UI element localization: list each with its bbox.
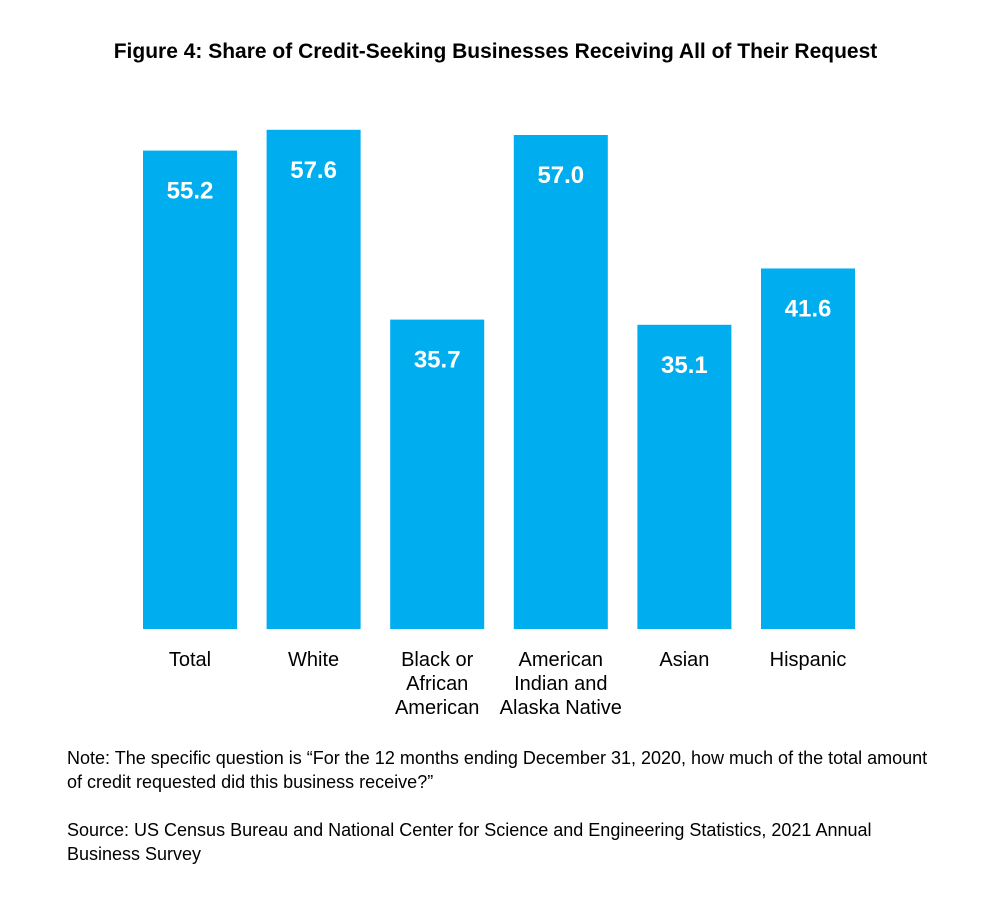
category-label-2-1: African — [406, 673, 468, 695]
bar-2 — [390, 319, 485, 629]
category-label-2-0: Black or — [401, 649, 474, 671]
category-label-4-0: Asian — [659, 649, 709, 671]
bar-1 — [266, 129, 361, 630]
data-label-2: 35.7 — [414, 347, 461, 374]
bar-5 — [761, 268, 855, 629]
source-text: Source: US Census Bureau and National Ce… — [67, 820, 872, 864]
data-label-5: 41.6 — [785, 295, 832, 322]
note-text: Note: The specific question is “For the … — [67, 748, 928, 792]
category-label-3-0: American — [519, 649, 603, 671]
data-label-4: 35.1 — [661, 352, 708, 379]
category-label-0-0: Total — [169, 649, 211, 671]
data-label-0: 55.2 — [167, 178, 214, 205]
category-label-5-0: Hispanic — [770, 649, 847, 671]
bar-0 — [143, 150, 237, 629]
category-label-3-1: Indian and — [514, 673, 607, 695]
chart-title: Figure 4: Share of Credit-Seeking Busine… — [113, 40, 878, 63]
bar-3 — [513, 135, 608, 629]
bar-4 — [637, 324, 732, 629]
category-label-2-2: American — [395, 697, 479, 719]
data-label-1: 57.6 — [290, 157, 337, 184]
category-label-1-0: White — [288, 649, 339, 671]
category-label-3-2: Alaska Native — [500, 697, 622, 719]
data-label-3: 57.0 — [537, 162, 584, 189]
